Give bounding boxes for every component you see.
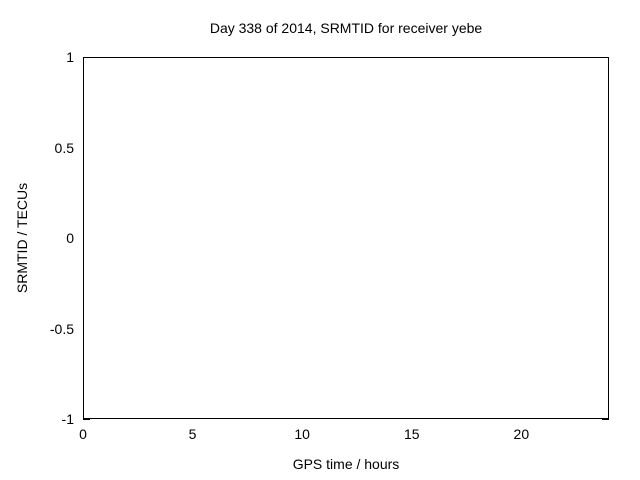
y-tick-label: 0 xyxy=(66,230,74,246)
x-axis-label: GPS time / hours xyxy=(292,456,400,472)
y-tick-label: 1 xyxy=(66,49,74,65)
y-tick-label: -1 xyxy=(61,411,74,427)
chart-title: Day 338 of 2014, SRMTID for receiver yeb… xyxy=(209,20,483,36)
plot-area xyxy=(83,57,609,419)
x-tick-label: 20 xyxy=(513,426,530,442)
x-tick-label: 5 xyxy=(188,426,197,442)
y-tick-mark xyxy=(602,419,609,420)
x-tick-label: 0 xyxy=(79,426,87,442)
y-tick-label: 0.5 xyxy=(54,139,74,156)
x-tick-label: 10 xyxy=(294,426,310,442)
y-tick-mark xyxy=(83,419,90,420)
x-tick-label: 15 xyxy=(403,426,420,442)
y-tick-label: -0.5 xyxy=(49,320,74,337)
